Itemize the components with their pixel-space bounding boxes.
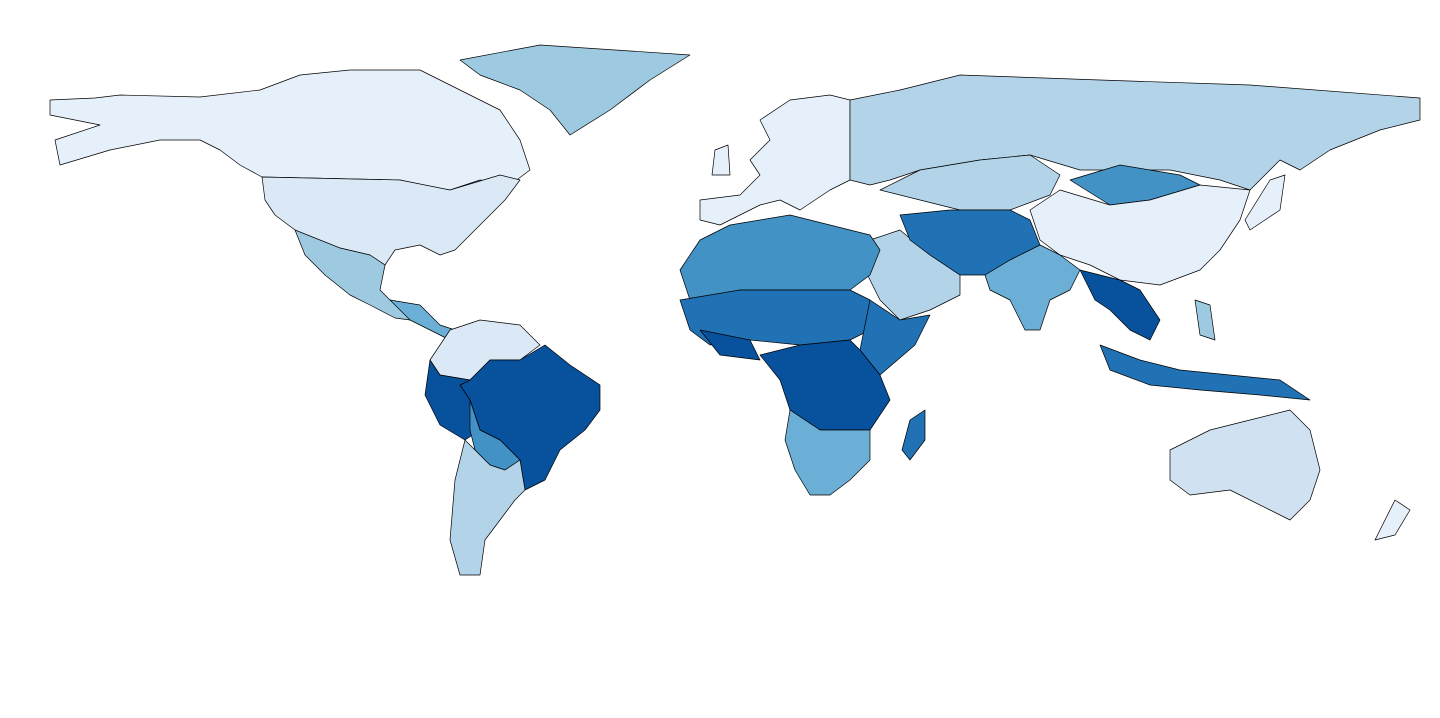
canada-alaska [49, 69, 531, 191]
new-zealand [1374, 499, 1411, 541]
india [984, 244, 1081, 331]
russia [849, 74, 1421, 191]
madagascar [901, 409, 926, 461]
central-america [389, 299, 456, 341]
philippines [1194, 299, 1216, 341]
sahel [679, 289, 881, 346]
north-africa [679, 214, 881, 301]
japan [1244, 174, 1286, 231]
southern-africa [784, 409, 871, 496]
indonesia [1099, 344, 1311, 401]
greenland [459, 44, 691, 136]
central-africa [759, 339, 891, 431]
central-asia [879, 154, 1061, 211]
uk [711, 144, 731, 176]
usa [261, 174, 521, 266]
australia [1169, 409, 1321, 521]
west-africa-coast [699, 329, 761, 361]
southeast-asia [1079, 269, 1161, 341]
china [1029, 184, 1251, 286]
argentina-chile [449, 439, 526, 576]
